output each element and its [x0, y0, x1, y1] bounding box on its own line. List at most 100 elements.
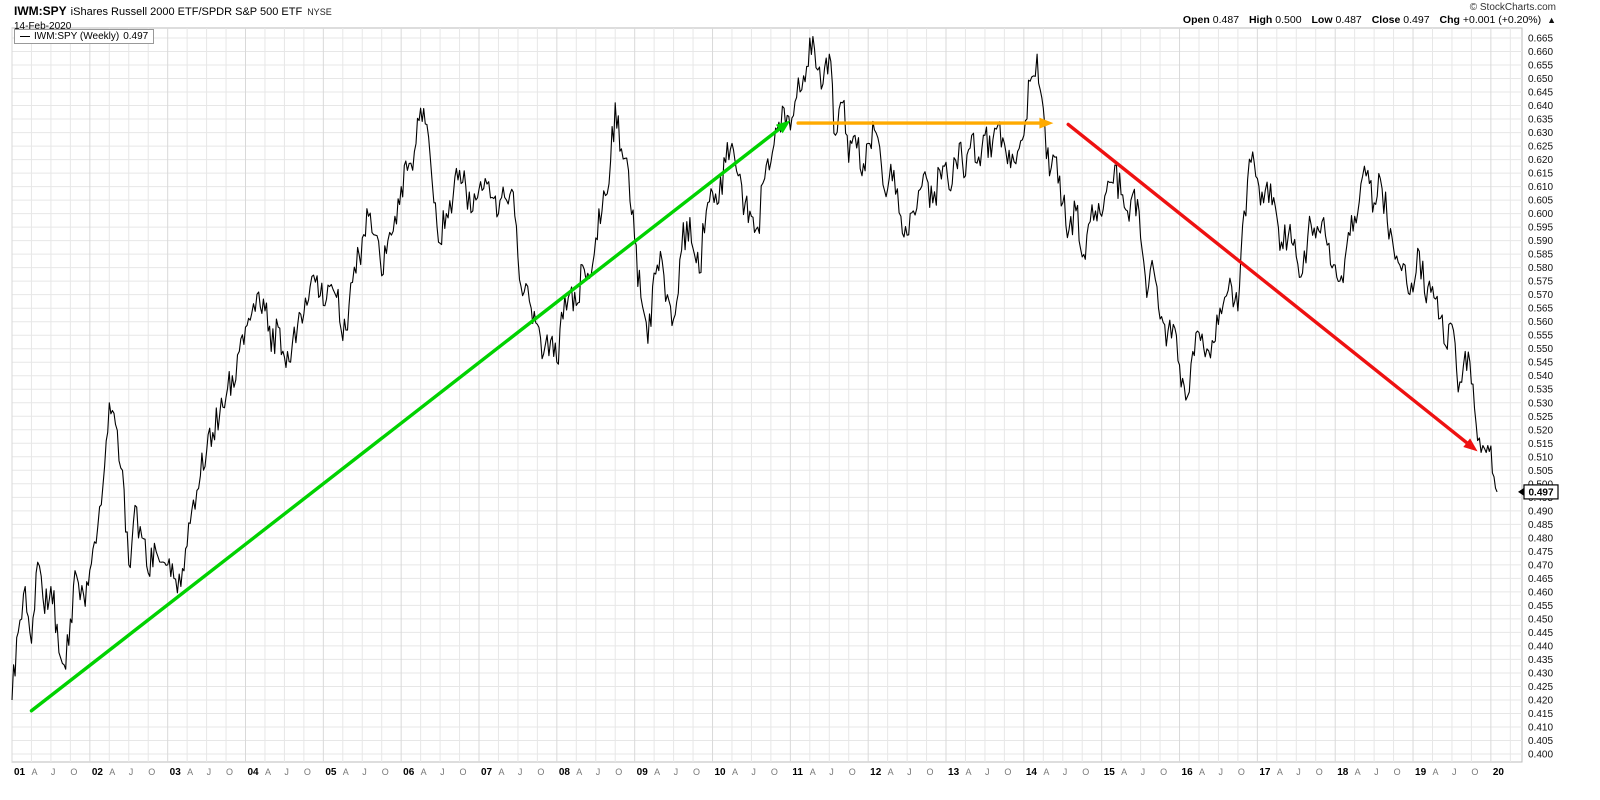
x-axis-month-label: O — [927, 767, 934, 777]
y-axis-tick-label: 0.415 — [1528, 709, 1553, 720]
x-axis-year-label: 15 — [1104, 767, 1116, 778]
x-axis-month-label: J — [362, 767, 367, 777]
x-axis-month-label: J — [751, 767, 756, 777]
y-axis-tick-label: 0.560 — [1528, 317, 1553, 328]
last-price-tag — [1523, 484, 1559, 500]
x-axis-year-label: 02 — [92, 767, 104, 778]
open-value: 0.487 — [1212, 14, 1240, 26]
y-axis-tick-label: 0.635 — [1528, 115, 1553, 126]
x-axis-month-label: A — [1043, 767, 1049, 777]
y-axis-tick-label: 0.615 — [1528, 169, 1553, 180]
x-axis-month-label: O — [537, 767, 544, 777]
y-axis-tick-label: 0.540 — [1528, 371, 1553, 382]
y-axis-tick-label: 0.520 — [1528, 425, 1553, 436]
x-axis-month-label: A — [265, 767, 271, 777]
x-axis-month-label: J — [440, 767, 445, 777]
x-axis-year-label: 12 — [870, 767, 882, 778]
y-axis-tick-label: 0.665 — [1528, 34, 1553, 45]
x-axis-month-label: J — [829, 767, 834, 777]
close-label: Close — [1371, 14, 1401, 26]
x-axis-year-label: 14 — [1026, 767, 1038, 778]
x-axis-month-label: J — [129, 767, 134, 777]
y-axis-tick-label: 0.475 — [1528, 547, 1553, 558]
x-axis-year-label: 05 — [325, 767, 337, 778]
y-axis-tick-label: 0.400 — [1528, 750, 1553, 761]
y-axis-tick-label: 0.455 — [1528, 601, 1553, 612]
x-axis-year-label: 19 — [1415, 767, 1427, 778]
x-axis-month-label: O — [1160, 767, 1167, 777]
x-axis-year-label: 20 — [1493, 767, 1505, 778]
y-axis-tick-label: 0.430 — [1528, 668, 1553, 679]
y-axis-tick-label: 0.465 — [1528, 574, 1553, 585]
x-axis-year-label: 08 — [559, 767, 571, 778]
y-axis-tick-label: 0.645 — [1528, 88, 1553, 99]
y-axis-tick-label: 0.585 — [1528, 250, 1553, 261]
y-axis-tick-label: 0.595 — [1528, 223, 1553, 234]
y-axis-tick-label: 0.420 — [1528, 695, 1553, 706]
x-axis-year-label: 11 — [792, 767, 803, 778]
exchange-label: NYSE — [307, 7, 332, 17]
x-axis-month-label: A — [109, 767, 115, 777]
change-label: Chg — [1439, 14, 1460, 26]
x-axis-month-label: A — [1355, 767, 1361, 777]
x-axis-year-label: 01 — [14, 767, 26, 778]
x-axis-month-label: O — [849, 767, 856, 777]
x-axis-year-label: 10 — [715, 767, 727, 778]
x-axis-month-label: J — [1218, 767, 1223, 777]
instrument-name: iShares Russell 2000 ETF/SPDR S&P 500 ET… — [70, 6, 303, 18]
x-axis-month-label: A — [187, 767, 193, 777]
x-axis-month-label: J — [1452, 767, 1457, 777]
x-axis-month-label: O — [1238, 767, 1245, 777]
y-axis-tick-label: 0.545 — [1528, 358, 1553, 369]
x-axis-month-label: A — [965, 767, 971, 777]
x-axis-month-label: J — [518, 767, 523, 777]
x-axis-month-label: A — [498, 767, 504, 777]
x-axis-year-label: 04 — [248, 767, 260, 778]
y-axis-tick-label: 0.600 — [1528, 209, 1553, 220]
symbol-label: IWM:SPY — [14, 4, 67, 18]
change-value: +0.001 (+0.20%) — [1462, 14, 1542, 26]
y-axis-tick-label: 0.610 — [1528, 182, 1553, 193]
x-axis-month-label: O — [615, 767, 622, 777]
y-axis-tick-label: 0.480 — [1528, 533, 1553, 544]
x-axis-month-label: J — [907, 767, 912, 777]
y-axis-tick-label: 0.565 — [1528, 304, 1553, 315]
uptrend-arrow-head-icon — [775, 120, 791, 134]
x-axis-month-label: O — [304, 767, 311, 777]
high-label: High — [1248, 14, 1273, 26]
x-axis-month-label: O — [771, 767, 778, 777]
y-axis-tick-label: 0.535 — [1528, 385, 1553, 396]
y-axis-tick-label: 0.405 — [1528, 736, 1553, 747]
y-axis-tick-label: 0.510 — [1528, 452, 1553, 463]
x-axis-month-label: A — [888, 767, 894, 777]
y-axis-tick-label: 0.660 — [1528, 47, 1553, 58]
x-axis-year-label: 06 — [403, 767, 415, 778]
x-axis-month-label: O — [1082, 767, 1089, 777]
y-axis-tick-label: 0.515 — [1528, 439, 1553, 450]
title-line: IWM:SPY iShares Russell 2000 ETF/SPDR S&P… — [14, 2, 332, 20]
x-axis-month-label: O — [1394, 767, 1401, 777]
x-axis-month-label: O — [226, 767, 233, 777]
change-up-icon: ▲ — [1547, 15, 1556, 25]
y-axis-tick-label: 0.575 — [1528, 277, 1553, 288]
x-axis-month-label: J — [1063, 767, 1068, 777]
x-axis-month-label: A — [31, 767, 37, 777]
x-axis-month-label: A — [421, 767, 427, 777]
last-price-tag-value: 0.497 — [1528, 488, 1553, 499]
ohlc-quote-line: Open 0.487 High 0.500 Low 0.487 Close 0.497 … — [1183, 14, 1556, 26]
y-axis-tick-label: 0.525 — [1528, 412, 1553, 423]
x-axis-month-label: A — [576, 767, 582, 777]
x-axis-month-label: A — [1199, 767, 1205, 777]
y-axis-tick-label: 0.550 — [1528, 344, 1553, 355]
y-axis-tick-label: 0.435 — [1528, 655, 1553, 666]
last-price-pointer-icon — [1518, 487, 1524, 496]
y-axis-tick-label: 0.640 — [1528, 101, 1553, 112]
y-axis-tick-label: 0.440 — [1528, 641, 1553, 652]
series-legend: — IWM:SPY (Weekly) 0.497 — [14, 29, 155, 44]
x-axis-month-label: O — [1316, 767, 1323, 777]
x-axis-month-label: O — [460, 767, 467, 777]
x-axis-month-label: O — [693, 767, 700, 777]
y-axis-tick-label: 0.450 — [1528, 614, 1553, 625]
x-axis-month-label: J — [596, 767, 601, 777]
x-axis-month-label: J — [207, 767, 212, 777]
